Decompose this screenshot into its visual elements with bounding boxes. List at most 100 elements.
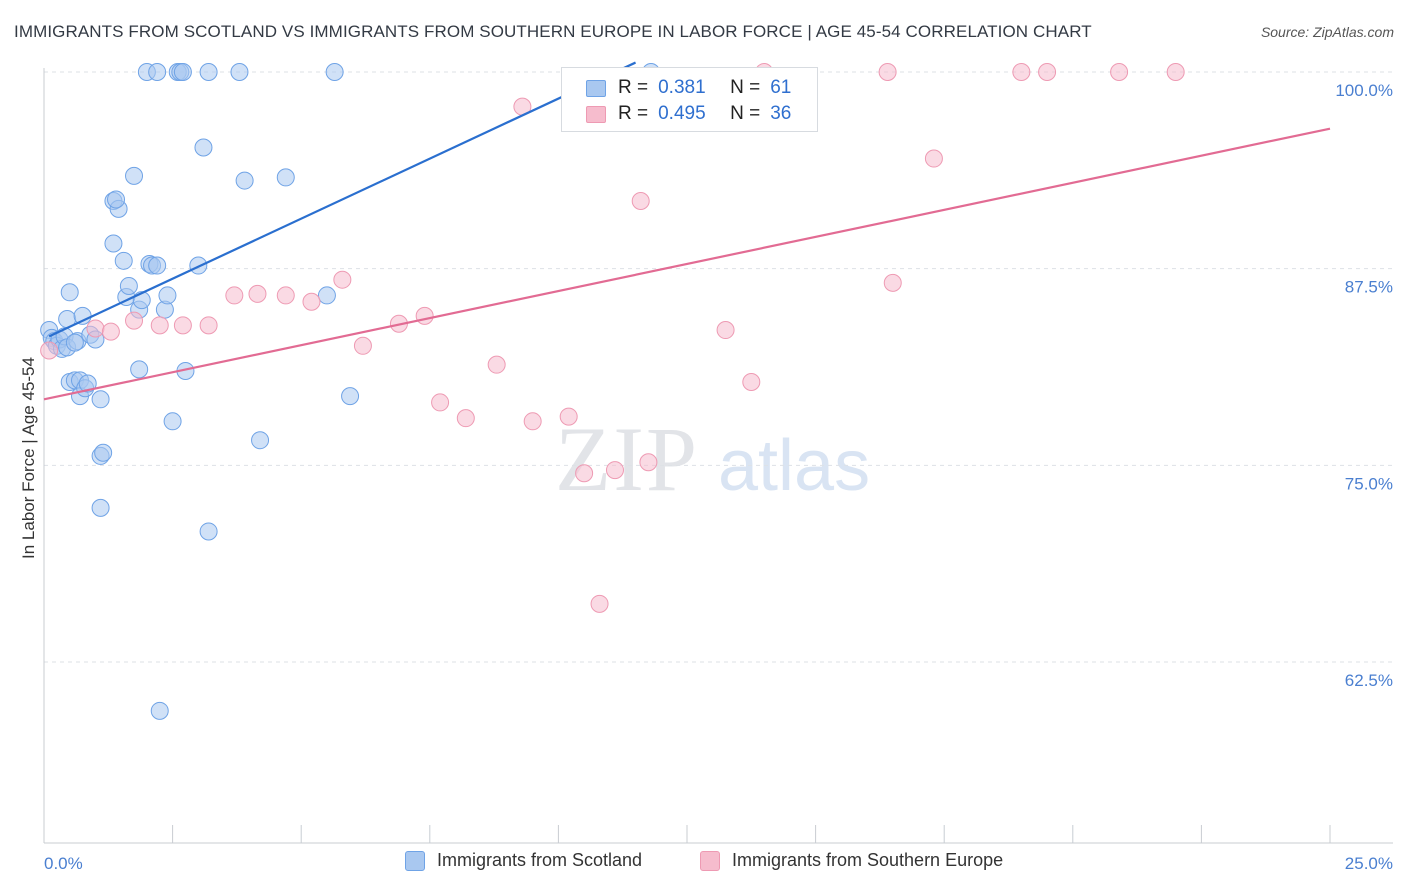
y-tick-label: 100.0% xyxy=(1335,81,1393,100)
legend-swatch-scotland xyxy=(586,79,606,97)
y-tick-label: 62.5% xyxy=(1345,671,1393,690)
watermark: ZIP atlas xyxy=(555,408,870,510)
y-tick-labels: 100.0% 87.5% 75.0% 62.5% xyxy=(1335,81,1393,690)
n-label: N = xyxy=(730,103,761,124)
point-southern-europe xyxy=(878,63,897,81)
point-scotland xyxy=(148,256,167,275)
legend-label-southern-europe: Immigrants from Southern Europe xyxy=(732,850,1004,870)
point-southern-europe xyxy=(125,311,144,330)
stats-legend: R = 0.381 N = 61 R = 0.495 N = 36 xyxy=(561,67,818,132)
point-scotland xyxy=(114,251,133,270)
data-points xyxy=(40,63,1185,720)
x-tick-label-right: 25.0% xyxy=(1345,854,1393,873)
x-tick-labels: 0.0% 25.0% xyxy=(44,854,1393,873)
point-southern-europe xyxy=(487,355,506,374)
r-value: 0.381 xyxy=(658,77,706,98)
point-southern-europe xyxy=(924,149,943,168)
trend-line-scotland xyxy=(48,61,637,338)
r-label: R = xyxy=(618,103,649,124)
series-legend: Immigrants from Scotland Immigrants from… xyxy=(0,850,1406,878)
point-scotland xyxy=(276,168,295,187)
point-southern-europe xyxy=(431,393,450,412)
gridlines xyxy=(44,71,1393,663)
chart-title: IMMIGRANTS FROM SCOTLAND VS IMMIGRANTS F… xyxy=(14,22,1092,41)
point-scotland xyxy=(173,63,192,81)
point-scotland xyxy=(78,374,97,393)
point-scotland xyxy=(91,498,110,517)
point-southern-europe xyxy=(639,453,658,472)
legend-item-southern-europe: Immigrants from Southern Europe xyxy=(700,850,1003,871)
legend-swatch-southern-europe xyxy=(586,105,606,123)
watermark-zip: ZIP xyxy=(555,408,699,510)
point-southern-europe xyxy=(276,286,295,305)
point-scotland xyxy=(230,63,249,81)
y-axis-label: In Labor Force | Age 45-54 xyxy=(19,357,38,559)
point-southern-europe xyxy=(415,306,434,325)
point-scotland xyxy=(107,190,126,209)
trend-line-southern-europe xyxy=(43,127,1331,401)
point-southern-europe xyxy=(590,594,609,613)
point-southern-europe xyxy=(248,284,267,303)
point-southern-europe xyxy=(1038,63,1057,81)
point-scotland xyxy=(125,166,144,185)
point-scotland xyxy=(150,701,169,720)
point-southern-europe xyxy=(302,292,321,311)
point-southern-europe xyxy=(605,461,624,480)
point-scotland xyxy=(158,286,177,305)
axes xyxy=(43,68,1393,844)
point-scotland xyxy=(130,360,149,379)
point-scotland xyxy=(341,387,360,406)
n-value: 36 xyxy=(770,103,792,124)
point-southern-europe xyxy=(40,341,59,360)
point-scotland xyxy=(65,333,84,352)
legend-label-scotland: Immigrants from Scotland xyxy=(437,850,643,870)
point-scotland xyxy=(251,431,270,450)
point-southern-europe xyxy=(1012,63,1031,81)
point-scotland xyxy=(163,412,182,431)
r-label: R = xyxy=(618,77,649,98)
point-scotland xyxy=(60,283,79,302)
point-southern-europe xyxy=(716,321,735,340)
point-southern-europe xyxy=(225,286,244,305)
point-scotland xyxy=(235,171,254,190)
legend-swatch-southern-europe xyxy=(700,850,720,871)
point-scotland xyxy=(119,276,138,295)
trend-lines xyxy=(43,61,1331,401)
point-southern-europe xyxy=(742,372,761,391)
point-southern-europe xyxy=(1166,63,1185,81)
y-tick-label: 87.5% xyxy=(1345,278,1393,297)
source-credit: Source: ZipAtlas.com xyxy=(1260,24,1394,40)
point-southern-europe xyxy=(559,407,578,426)
n-label: N = xyxy=(730,77,761,98)
point-scotland xyxy=(317,286,336,305)
point-southern-europe xyxy=(150,316,169,335)
point-southern-europe xyxy=(353,336,372,355)
point-scotland xyxy=(194,138,213,157)
legend-item-scotland: Immigrants from Scotland xyxy=(405,850,642,871)
point-scotland xyxy=(199,522,218,541)
stats-row-southern-europe: R = 0.495 N = 36 xyxy=(586,102,791,126)
point-southern-europe xyxy=(199,316,218,335)
y-tick-label: 75.0% xyxy=(1345,474,1393,493)
point-scotland xyxy=(94,443,113,462)
point-scotland xyxy=(91,390,110,409)
stats-row-scotland: R = 0.381 N = 61 xyxy=(586,76,791,100)
point-southern-europe xyxy=(523,412,542,431)
watermark-atlas: atlas xyxy=(718,426,870,506)
r-value: 0.495 xyxy=(658,103,706,124)
point-scotland xyxy=(104,234,123,253)
point-southern-europe xyxy=(333,270,352,289)
point-scotland xyxy=(325,63,344,81)
point-southern-europe xyxy=(631,192,650,211)
x-tick-label-left: 0.0% xyxy=(44,854,83,873)
point-southern-europe xyxy=(86,319,105,338)
n-value: 61 xyxy=(770,77,792,98)
legend-swatch-scotland xyxy=(405,850,425,871)
point-southern-europe xyxy=(1110,63,1129,81)
point-southern-europe xyxy=(456,409,475,428)
point-southern-europe xyxy=(575,464,594,483)
point-southern-europe xyxy=(101,322,120,341)
point-southern-europe xyxy=(173,316,192,335)
point-scotland xyxy=(199,63,218,81)
